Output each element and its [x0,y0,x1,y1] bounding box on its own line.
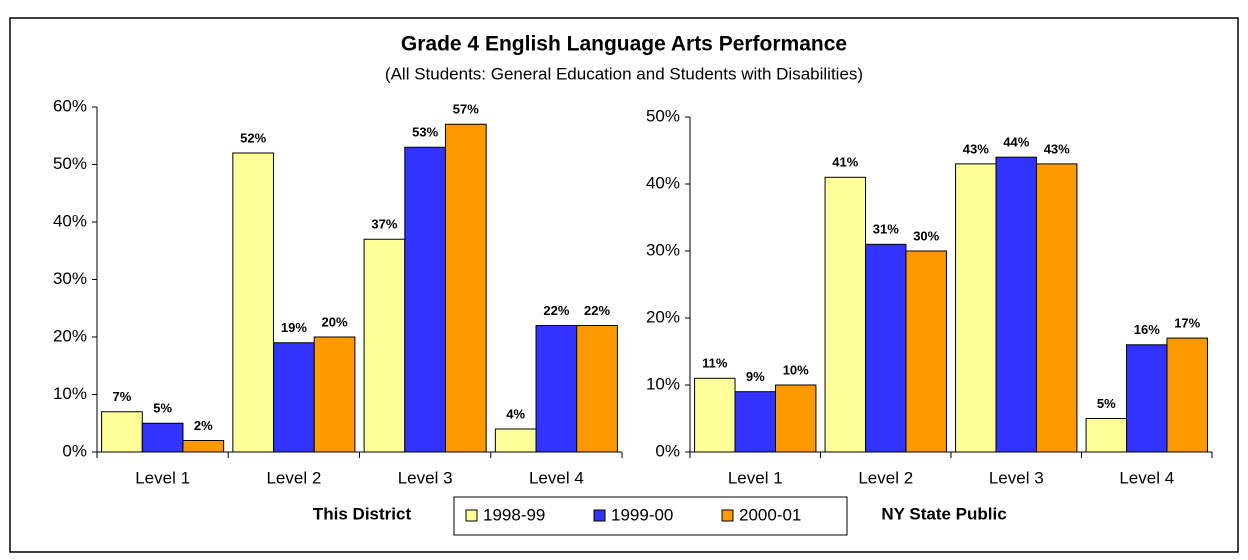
value-label: 16% [1134,322,1160,337]
y-tick-label: 20% [646,307,680,326]
value-label: 52% [240,130,266,145]
legend-frame [453,496,848,536]
bar [576,325,618,453]
bar [1126,344,1168,453]
x-tick-label: Level 3 [398,468,453,487]
y-tick-label: 60% [53,96,87,115]
value-label: 5% [1097,396,1116,411]
value-label: 22% [543,303,569,318]
value-label: 22% [584,303,610,318]
value-label: 2% [194,418,213,433]
y-tick-label: 0% [655,441,680,460]
legend-swatch [593,509,606,522]
bar [141,422,184,453]
bar [734,391,776,453]
value-label: 53% [412,125,438,140]
value-label: 17% [1174,316,1200,331]
x-tick-label: Level 1 [728,468,783,487]
legend-label: 1999-00 [611,505,673,524]
x-tick-label: Level 4 [529,468,584,487]
value-label: 7% [113,389,132,404]
bar [232,152,275,453]
value-label: 10% [783,362,809,377]
bar [955,163,997,453]
value-label: 20% [322,314,348,329]
x-tick-label: Level 4 [1119,468,1174,487]
x-tick-label: Level 2 [266,468,321,487]
bar [404,146,446,453]
bar [494,428,537,453]
value-label: 31% [873,222,899,237]
y-tick-label: 50% [53,154,87,173]
value-label: 11% [702,356,728,371]
y-tick-label: 40% [53,211,87,230]
y-tick-label: 10% [53,384,87,403]
value-label: 37% [371,217,397,232]
y-tick-label: 10% [646,374,680,393]
value-label: 43% [1044,141,1070,156]
bar [1035,163,1078,453]
bar [182,440,225,453]
bar [363,238,406,453]
legend-label: 1998-99 [483,505,545,524]
y-tick-label: 40% [646,173,680,192]
value-label: 19% [281,320,307,335]
bar [535,325,578,453]
y-tick-label: 30% [646,240,680,259]
bar [865,243,907,453]
value-label: 44% [1003,135,1029,150]
bar [444,123,487,453]
value-label: 41% [832,155,858,170]
legend-swatch [721,509,734,522]
value-label: 30% [913,228,939,243]
bar [1166,337,1208,453]
bar [905,250,947,453]
value-label: 57% [453,102,479,117]
x-tick-label: Level 1 [135,468,190,487]
x-tick-label: Level 3 [989,468,1044,487]
bar [694,377,736,453]
x-tick-label: Level 2 [858,468,913,487]
y-tick-label: 20% [53,326,87,345]
value-label: 5% [153,401,172,416]
x-axis-label: This District [313,504,412,523]
chart-subtitle: (All Students: General Education and Stu… [385,64,863,83]
bar [774,384,817,453]
bar [824,176,867,453]
y-tick-label: 0% [62,441,87,460]
x-axis-label: NY State Public [881,504,1006,523]
bar [101,411,143,453]
value-label: 4% [506,406,525,421]
y-tick-label: 50% [646,106,680,125]
bar [273,342,315,453]
chart-title: Grade 4 English Language Arts Performanc… [401,33,847,56]
legend-swatch [465,509,478,522]
legend-label: 2000-01 [739,505,801,524]
y-tick-label: 30% [53,269,87,288]
value-label: 43% [963,141,989,156]
bar [995,156,1037,453]
bar [313,336,356,453]
bar [1085,418,1128,453]
value-label: 9% [746,369,765,384]
